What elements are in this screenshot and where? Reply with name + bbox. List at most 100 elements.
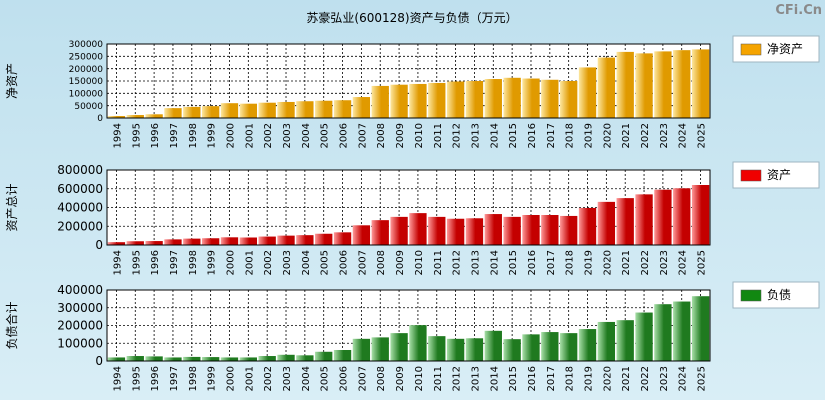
x-tick-label: 2010: [414, 123, 425, 148]
x-tick-label: 2009: [395, 123, 406, 148]
x-tick-label: 2019: [584, 366, 595, 391]
bar-1995: [126, 241, 144, 245]
y-tick-label: 200000: [57, 219, 103, 233]
bar-2014: [484, 330, 502, 361]
x-tick-label: 2000: [225, 366, 236, 391]
chart-title: 苏豪弘业(600128)资产与负债（万元）: [306, 10, 517, 25]
legend-label: 资产: [767, 168, 791, 182]
bar-2012: [446, 81, 465, 118]
x-tick-label: 2021: [621, 123, 632, 148]
bar-1995: [126, 356, 144, 361]
y-tick-label: 200000: [69, 65, 104, 75]
bar-2022: [635, 53, 653, 118]
bar-2023: [654, 189, 672, 245]
bar-2010: [409, 325, 427, 361]
bar-2003: [277, 101, 295, 118]
bar-1996: [145, 114, 163, 118]
x-tick-label: 2014: [489, 250, 500, 275]
bar-1999: [201, 238, 220, 245]
x-tick-label: 1998: [188, 123, 199, 148]
plot-border: [106, 289, 711, 362]
bar-1996: [145, 356, 163, 361]
x-tick-label: 2005: [320, 250, 331, 275]
y-tick-label: 200000: [57, 319, 103, 333]
bar-2001: [239, 357, 257, 361]
x-tick-label: 2008: [376, 366, 387, 391]
bar-2017: [541, 215, 559, 245]
x-tick-label: 2015: [508, 366, 519, 391]
bar-2011: [428, 82, 446, 118]
bar-1998: [183, 356, 201, 361]
bar-2013: [465, 81, 484, 118]
y-tick-label: 400000: [57, 283, 103, 297]
x-tick-label: 2013: [470, 123, 481, 148]
x-tick-label: 2016: [527, 250, 538, 275]
x-tick-label: 2000: [225, 250, 236, 275]
bar-2020: [597, 321, 616, 361]
x-tick-label: 2022: [640, 250, 651, 275]
chart-panels: 0500001000001500002000002500003000001994…: [4, 35, 820, 391]
x-tick-label: 2012: [452, 366, 463, 391]
bar-2024: [673, 188, 691, 245]
y-axis-label: 净资产: [5, 63, 19, 99]
bar-2005: [315, 351, 333, 361]
x-tick-label: 1994: [112, 123, 123, 148]
x-tick-label: 2015: [508, 250, 519, 275]
x-tick-label: 2025: [697, 366, 708, 391]
x-tick-label: 2024: [678, 123, 689, 148]
bar-2006: [333, 349, 352, 361]
x-tick-label: 2002: [263, 366, 274, 391]
x-tick-label: 2019: [584, 250, 595, 275]
x-tick-label: 2021: [621, 366, 632, 391]
x-tick-label: 1998: [188, 250, 199, 275]
bar-2008: [371, 85, 389, 118]
bar-2004: [296, 101, 314, 118]
x-tick-label: 1996: [150, 250, 161, 275]
x-tick-label: 2002: [263, 250, 274, 275]
x-tick-label: 2001: [244, 366, 255, 391]
x-tick-label: 2009: [395, 366, 406, 391]
bar-2017: [541, 332, 559, 361]
bar-2013: [465, 338, 484, 361]
bar-2016: [522, 334, 540, 361]
x-tick-label: 2018: [565, 366, 576, 391]
bar-2011: [428, 336, 446, 361]
bar-2016: [522, 215, 540, 245]
x-tick-label: 2010: [414, 366, 425, 391]
x-tick-label: 2004: [301, 250, 312, 275]
legend-swatch: [740, 169, 762, 182]
legend-swatch: [740, 289, 762, 302]
bar-2025: [691, 185, 710, 245]
x-tick-label: 2010: [414, 250, 425, 275]
x-tick-label: 1999: [207, 250, 218, 275]
x-tick-label: 1996: [150, 366, 161, 391]
bar-2012: [446, 338, 465, 361]
x-tick-label: 2016: [527, 123, 538, 148]
legend-label: 负债: [767, 288, 791, 302]
x-tick-label: 2012: [452, 250, 463, 275]
y-tick-label: 100000: [69, 89, 104, 99]
x-tick-label: 1995: [131, 366, 142, 391]
bar-1994: [107, 242, 126, 245]
x-tick-label: 2020: [602, 250, 613, 275]
bar-2019: [578, 329, 597, 361]
y-tick-label: 250000: [69, 52, 104, 62]
bar-2015: [503, 216, 521, 245]
bar-1997: [164, 357, 182, 361]
x-tick-label: 2023: [659, 250, 670, 275]
x-tick-label: 2008: [376, 250, 387, 275]
x-tick-label: 2001: [244, 250, 255, 275]
x-tick-label: 2011: [433, 123, 444, 148]
bar-2009: [390, 333, 408, 361]
x-tick-label: 2016: [527, 366, 538, 391]
bar-1999: [201, 106, 220, 118]
bar-1994: [107, 116, 126, 118]
bar-2018: [560, 81, 578, 118]
x-tick-label: 2022: [640, 123, 651, 148]
x-tick-label: 2023: [659, 123, 670, 148]
watermark-text: CFi.Cn: [775, 3, 822, 18]
bar-2021: [616, 320, 634, 361]
x-tick-label: 2017: [546, 123, 557, 148]
x-tick-label: 2003: [282, 250, 293, 275]
x-tick-label: 1999: [207, 366, 218, 391]
